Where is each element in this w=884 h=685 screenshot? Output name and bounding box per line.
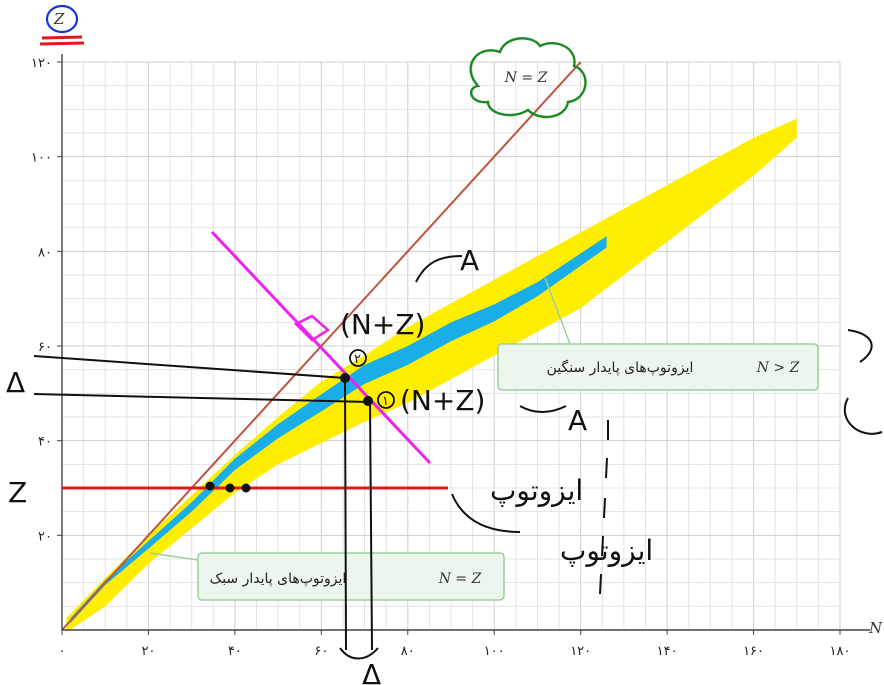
hand-persian-word-1: ایزوتوپ (490, 474, 583, 507)
heavy-isotopes-label: ایزوتوپ‌های پایدار سنگین (547, 359, 694, 376)
hand-upper-label: (N+Z) (340, 308, 425, 341)
x-axis-label: N (868, 619, 883, 637)
hand-circle-left-digit: ۲ (354, 352, 361, 367)
y-tick-label: ۴۰ (38, 435, 52, 450)
hand-z-left: Z (8, 476, 27, 509)
hand-lower-a: A (568, 404, 587, 437)
hand-delta-bottom: Δ (362, 658, 381, 685)
x-tick-label: ۱۲۰ (570, 644, 591, 659)
cloud-label: N = Z (504, 70, 548, 86)
band-stable-isotopes (70, 236, 607, 623)
hand-upper-a: A (460, 244, 479, 277)
x-tick-label: ۱۶۰ (743, 644, 764, 659)
x-tick-label: ۱۰۰ (484, 644, 505, 659)
x-tick-label: ۴۰ (228, 644, 242, 659)
x-tick-label: ۲۰ (141, 644, 155, 659)
y-axis-label: Z (53, 10, 65, 28)
y-tick-label: ۶۰ (38, 340, 52, 355)
y-label-underline (39, 35, 85, 46)
magenta-line (210, 230, 432, 465)
band-unstable-isotopes (66, 118, 797, 633)
hand-persian-word-2: ایزوتوپ (560, 534, 653, 567)
ink-annotations (33, 255, 883, 660)
y-tick-label: ۸۰ (38, 245, 52, 260)
x-tick-label: ۱۴۰ (657, 644, 678, 659)
heavy-isotopes-condition: N > Z (756, 360, 800, 376)
light-isotopes-note: ایزوتوپ‌های پایدار سبک N = Z (149, 552, 505, 601)
y-tick-label: ۱۲۰ (31, 56, 52, 71)
ink-labels: (N+Z) (N+Z) A A Δ Z Δ ۲ ۱ ایزوتوپ ایزوتو… (6, 244, 653, 685)
hand-lower-label: (N+Z) (400, 384, 485, 417)
heavy-isotopes-note: ایزوتوپ‌های پایدار سنگین N > Z (497, 277, 819, 391)
x-tick-label: ۸۰ (401, 644, 415, 659)
light-isotopes-condition: N = Z (438, 571, 482, 587)
x-tick-label: ۰ (59, 644, 66, 659)
isotope-bands (66, 118, 797, 633)
y-tick-label: ۲۰ (38, 529, 52, 544)
y-label-circle (45, 4, 79, 34)
x-tick-label: ۱۸۰ (830, 644, 851, 659)
x-tick-label: ۶۰ (314, 644, 328, 659)
cloud-callout: N = Z (469, 37, 587, 119)
x-tick-labels: ۰ ۲۰ ۴۰ ۶۰ ۸۰ ۱۰۰ ۱۲۰ ۱۴۰ ۱۶۰ ۱۸۰ (59, 630, 851, 659)
y-tick-labels: ۲۰ ۴۰ ۶۰ ۸۰ ۱۰۰ ۱۲۰ (31, 56, 62, 544)
hand-circle-right-digit: ۱ (382, 394, 389, 409)
light-isotopes-label: ایزوتوپ‌های پایدار سبک (210, 571, 347, 587)
y-tick-label: ۱۰۰ (31, 151, 52, 166)
axes (61, 54, 870, 631)
hand-delta-left: Δ (6, 366, 25, 399)
